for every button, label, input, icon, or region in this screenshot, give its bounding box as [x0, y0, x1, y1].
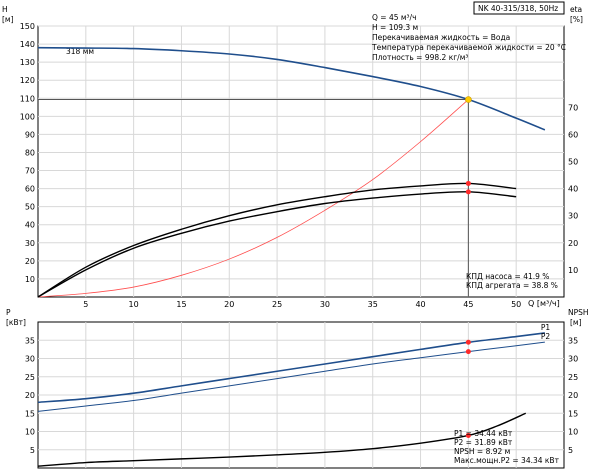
p2-marker	[465, 349, 471, 355]
top-left-tick-label: 140	[20, 40, 35, 49]
top-series	[37, 46, 546, 298]
top-left-tick-label: 130	[20, 58, 35, 67]
top-gridlines	[38, 25, 564, 297]
top-right-axis-label: eta	[570, 5, 582, 14]
top-right-tick-label: 10	[568, 266, 578, 275]
series-P1	[37, 332, 545, 404]
bottom-left-tick-label: 35	[25, 336, 35, 345]
top-left-tick-label: 70	[25, 167, 35, 176]
top-x-tick-label: 35	[368, 300, 378, 309]
top-x-tick-label: 30	[320, 300, 330, 309]
p1-marker	[465, 339, 471, 345]
eta-pump-marker	[465, 180, 471, 186]
eta-unit-marker	[465, 189, 471, 195]
top-x-tick-label: 50	[511, 300, 521, 309]
bottom-right-tick-label: 35	[568, 336, 578, 345]
title-box-text: NK 40-315/318, 50Hz	[478, 4, 558, 13]
top-left-tick-label: 80	[25, 148, 35, 157]
top-right-tick-label: 60	[568, 130, 578, 139]
eff-line-pump: КПД насоса = 41.9 %	[466, 272, 549, 281]
top-x-tick-label: 25	[272, 300, 282, 309]
top-left-tick-label: 10	[25, 275, 35, 284]
title-box	[473, 1, 565, 15]
bottom-left-tick-label: 10	[25, 428, 35, 437]
top-x-tick-label: 5	[83, 300, 88, 309]
top-panel: 5 10 15 20 25 30 35 40 45 50 10 20 30 40 50 60 70 80 90 100…	[2, 1, 583, 309]
info-line-liquid: Перекачиваемая жидкость = Вода	[372, 33, 510, 42]
info-line-q: Q = 45 м³/ч	[372, 13, 417, 22]
bottom-right-tick-label: 15	[568, 409, 578, 418]
top-x-tick-label: 45	[463, 300, 473, 309]
top-left-tick-label: 120	[20, 76, 35, 85]
top-left-tick-label: 20	[25, 257, 35, 266]
bottom-left-tick-label: 15	[25, 409, 35, 418]
bottom-right-tick-label: 25	[568, 373, 578, 382]
bottom-right-tick-label: 10	[568, 428, 578, 437]
top-right-tick-label: 50	[568, 158, 578, 167]
bottom-ticks: 5 10 15 20 25 30 35 5 10 15 20 25 30 35	[25, 336, 578, 455]
bottom-gridlines	[38, 322, 564, 468]
bottom-info-npsh: NPSH = 8.92 м	[454, 447, 510, 456]
series-label-P2: P2	[541, 332, 551, 341]
bottom-right-axis-label: NPSH	[568, 308, 589, 317]
bottom-right-tick-label: 30	[568, 355, 578, 364]
top-x-tick-label: 10	[129, 300, 139, 309]
bottom-info-p1: P1 = 34.44 кВт	[454, 429, 513, 438]
series-eta_unit	[37, 191, 517, 298]
top-left-tick-label: 50	[25, 203, 35, 212]
series-eta_pump	[37, 182, 517, 298]
bottom-info-max-power: Макс.мощн.P2 = 34.34 кВт	[454, 456, 560, 465]
bottom-left-tick-label: 25	[25, 373, 35, 382]
bottom-left-tick-label: 30	[25, 355, 35, 364]
top-left-tick-label: 60	[25, 185, 35, 194]
top-left-tick-label: 150	[20, 22, 35, 31]
duty-point-marker	[465, 96, 472, 103]
top-x-axis-label: Q [м³/ч]	[528, 299, 560, 308]
bottom-left-tick-label: 20	[25, 391, 35, 400]
bottom-panel: 5 10 15 20 25 30 35 5 10 15 20 25 30 35 P [кВт] NPSH …	[6, 308, 589, 469]
bottom-right-axis-unit: [м]	[570, 318, 582, 327]
info-line-temperature: Температура перекачиваемой жидкости = 20…	[371, 43, 566, 52]
top-left-axis-unit: [м]	[2, 15, 14, 24]
eff-line-unit: КПД агрегата = 38.8 %	[466, 281, 558, 290]
bottom-left-axis-label: P	[6, 308, 11, 317]
series-label-P1: P1	[541, 323, 551, 332]
series-P2	[37, 341, 545, 412]
top-right-tick-label: 30	[568, 212, 578, 221]
top-plot-frame	[37, 25, 565, 298]
series-head	[37, 46, 546, 131]
top-right-tick-label: 70	[568, 103, 578, 112]
bottom-left-tick-label: 5	[30, 446, 35, 455]
impeller-label: 318 мм	[66, 47, 94, 56]
top-left-tick-label: 110	[20, 94, 35, 103]
top-left-tick-label: 90	[25, 130, 35, 139]
series-NPSH	[37, 412, 527, 467]
info-line-h: H = 109.3 м	[372, 23, 418, 32]
bottom-right-tick-label: 20	[568, 391, 578, 400]
top-ticks: 5 10 15 20 25 30 35 40 45 50 10 20 30 40 50 60 70 80 90 100…	[20, 22, 578, 309]
npsh-marker	[465, 432, 471, 438]
info-line-density: Плотность = 998.2 кг/м³	[372, 53, 468, 62]
top-left-axis-label: H	[2, 5, 8, 14]
bottom-right-tick-label: 5	[568, 446, 573, 455]
series-system	[37, 99, 469, 298]
bottom-info-p2: P2 = 31.89 кВт	[454, 438, 513, 447]
top-right-axis-unit: [%]	[570, 15, 583, 24]
top-right-tick-label: 40	[568, 185, 578, 194]
top-x-tick-label: 20	[224, 300, 234, 309]
top-left-tick-label: 100	[20, 112, 35, 121]
top-right-tick-label: 20	[568, 239, 578, 248]
top-x-tick-label: 40	[415, 300, 425, 309]
top-left-tick-label: 40	[25, 221, 35, 230]
bottom-left-axis-unit: [кВт]	[6, 318, 26, 327]
top-left-tick-label: 30	[25, 239, 35, 248]
top-x-tick-label: 15	[176, 300, 186, 309]
